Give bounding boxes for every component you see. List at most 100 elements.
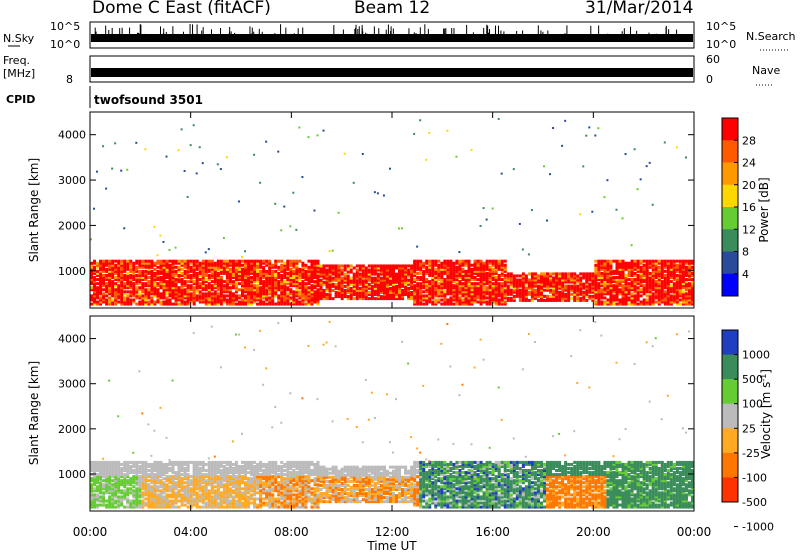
velocity-cell [162,495,166,499]
power-cell [102,294,106,298]
power-cell [189,265,193,269]
velocity-cell [204,503,208,507]
power-cell [410,266,414,270]
velocity-cell [268,503,272,507]
velocity-cell [192,485,196,489]
velocity-cell [222,499,226,503]
power-cell [633,278,637,282]
power-cell [618,261,622,265]
power-cell [675,284,679,288]
velocity-cell [204,505,208,509]
power-cell [237,288,241,292]
power-cell [165,298,169,302]
power-cell [585,282,589,286]
velocity-cell [265,481,269,485]
power-cell [440,286,444,290]
power-cell [455,278,459,282]
power-cell [428,261,432,265]
power-cell [159,259,163,263]
velocity-cell [159,491,163,495]
velocity-cell [117,483,121,487]
power-cell [524,288,528,292]
power-cell [549,278,553,282]
velocity-cell [237,481,241,485]
power-cell [237,300,241,304]
velocity-cell [253,469,257,473]
power-cell [310,259,314,263]
power-cell [549,276,553,280]
power-cell [404,278,408,282]
power-cell [621,265,625,269]
power-cell [606,278,610,282]
power-cell [449,261,453,265]
power-cell [111,300,115,304]
power-cell [413,267,417,271]
velocity-cell [147,462,151,466]
power-cell [307,300,311,304]
power-cell [198,282,202,286]
power-cell [597,300,601,304]
power-cell [615,296,619,300]
power-cell [289,276,293,280]
power-cell [515,282,519,286]
power-cell [395,290,399,294]
power-cell [271,292,275,296]
power-cell [337,276,341,280]
power-cell [515,288,519,292]
velocity-cell [244,501,248,505]
power-cell [654,263,658,267]
power-cell [657,271,661,275]
power-cell [259,265,263,269]
power-cell [210,261,214,265]
velocity-cell [102,485,106,489]
power-cell [105,282,109,286]
power-cell [678,288,682,292]
power-cell [382,286,386,290]
power-cell [198,292,202,296]
power-cell [500,292,504,296]
power-cell [585,272,589,276]
power-cell [503,259,507,263]
power-cell [425,259,429,263]
power-cell [340,280,344,284]
velocity-cell [126,462,130,466]
velocity-cell [247,483,251,487]
velocity-cell [162,473,166,477]
velocity-cell [129,505,133,509]
velocity-cell [216,462,220,466]
power-cell [600,278,604,282]
power-cell [455,298,459,302]
velocity-cell [129,503,133,507]
power-cell [340,278,344,282]
power-cell [367,278,371,282]
power-cell [564,278,568,282]
velocity-cell [108,501,112,505]
velocity-cell [183,485,187,489]
power-cell [392,293,395,297]
power-cell [536,276,540,280]
power-cell [482,290,486,294]
power-cell [373,266,377,270]
power-cell [213,296,217,300]
power-cell [204,259,208,263]
power-cell [533,280,537,284]
velocity-cell [165,485,169,489]
power-cell [379,270,383,274]
velocity-cell [138,501,142,505]
power-cell [446,284,450,288]
velocity-cell [219,499,223,503]
power-cell [189,284,193,288]
velocity-cell [108,479,112,483]
power-cell [165,269,169,273]
velocity-cell [210,469,214,473]
power-cell [515,284,519,288]
power-cell [570,288,574,292]
power-cell [470,148,473,151]
power-cell [274,282,278,286]
power-cell [183,296,187,300]
power-cell [234,290,238,294]
power-cell [672,271,676,275]
velocity-cell [93,497,97,501]
power-cell [407,286,411,290]
power-cell [120,290,124,294]
